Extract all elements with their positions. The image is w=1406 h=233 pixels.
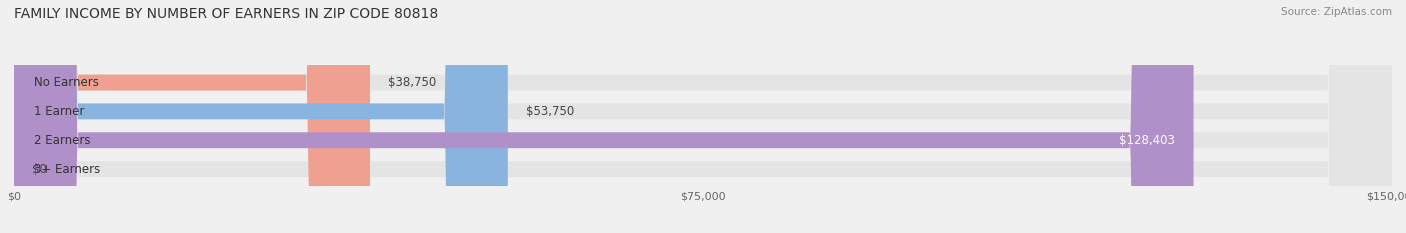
Text: $128,403: $128,403: [1119, 134, 1175, 147]
FancyBboxPatch shape: [14, 0, 508, 233]
Text: 2 Earners: 2 Earners: [34, 134, 91, 147]
FancyBboxPatch shape: [14, 0, 1392, 233]
Text: $38,750: $38,750: [388, 76, 437, 89]
FancyBboxPatch shape: [14, 0, 1392, 233]
Text: 3+ Earners: 3+ Earners: [34, 163, 100, 176]
FancyBboxPatch shape: [14, 0, 370, 233]
Text: FAMILY INCOME BY NUMBER OF EARNERS IN ZIP CODE 80818: FAMILY INCOME BY NUMBER OF EARNERS IN ZI…: [14, 7, 439, 21]
FancyBboxPatch shape: [14, 0, 1392, 233]
FancyBboxPatch shape: [14, 0, 1194, 233]
FancyBboxPatch shape: [14, 0, 1392, 233]
Text: $53,750: $53,750: [526, 105, 575, 118]
Text: No Earners: No Earners: [34, 76, 100, 89]
Text: Source: ZipAtlas.com: Source: ZipAtlas.com: [1281, 7, 1392, 17]
Text: 1 Earner: 1 Earner: [34, 105, 84, 118]
Text: $0: $0: [32, 163, 48, 176]
